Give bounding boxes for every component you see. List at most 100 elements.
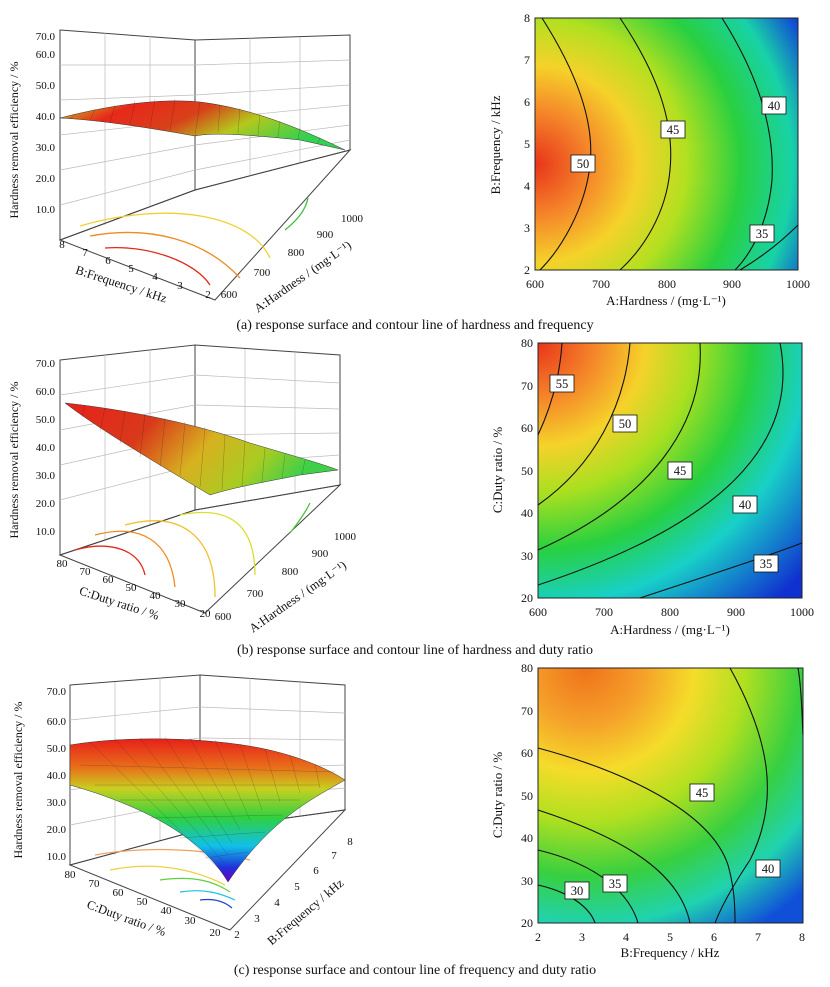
right-tick: 600 xyxy=(221,289,238,301)
right-tick: 700 xyxy=(254,267,271,279)
y-tick: 60 xyxy=(521,421,533,435)
contour-line-45 xyxy=(619,17,672,271)
z-axis-label: Hardness removal efficiency / % xyxy=(11,701,25,858)
contour-label: 40 xyxy=(768,99,781,113)
response-surface xyxy=(64,402,339,496)
x-tick: 800 xyxy=(661,605,679,619)
contour-label: 50 xyxy=(577,157,590,171)
x-axis-ticks: 2 3 4 5 6 7 8 xyxy=(535,930,805,944)
floor xyxy=(58,484,342,614)
contour-line-50 xyxy=(537,342,631,506)
contour-line-40 xyxy=(537,342,784,586)
floor xyxy=(58,149,352,301)
z-tick: 70.0 xyxy=(36,31,56,43)
left-tick: 40 xyxy=(150,590,162,602)
surface-plot-c: 10.0 20.0 30.0 40.0 50.0 60.0 70.0 Hardn… xyxy=(11,674,353,948)
y-axis-label: C:Duty ratio / % xyxy=(490,752,505,838)
right-axis-ticks: 600 700 800 900 1000 xyxy=(215,531,357,623)
z-tick: 20.0 xyxy=(36,173,56,185)
y-tick: 6 xyxy=(524,95,530,109)
y-tick: 5 xyxy=(524,137,530,151)
z-tick: 10.0 xyxy=(47,851,67,863)
contour-plot-a: 50 45 40 35 2 3 4 5 6 7 8 600 700 800 90… xyxy=(488,11,810,308)
contour-line-40 xyxy=(721,17,773,271)
z-tick: 60.0 xyxy=(36,386,56,398)
x-tick: 1000 xyxy=(790,605,814,619)
contour-plot-c: 45 40 30 35 20 30 40 50 60 70 80 2 3 4 5… xyxy=(490,661,805,960)
surface-mesh xyxy=(69,98,321,145)
surface-mesh xyxy=(79,736,336,876)
x-tick: 600 xyxy=(526,277,544,291)
contour-label: 45 xyxy=(674,464,687,478)
z-axis-ticks: 10.0 20.0 30.0 40.0 50.0 60.0 70.0 xyxy=(36,31,56,216)
y-tick: 30 xyxy=(521,549,533,563)
y-tick: 80 xyxy=(521,661,533,675)
x-tick: 1000 xyxy=(786,277,810,291)
left-tick: 70 xyxy=(89,878,101,890)
contour-label: 40 xyxy=(762,862,775,876)
z-axis-label: Hardness removal efficiency / % xyxy=(7,61,21,218)
right-tick: 6 xyxy=(313,865,319,877)
right-tick: 4 xyxy=(274,897,280,909)
x-axis-label: A:Hardness / (mg·L⁻¹) xyxy=(610,622,730,637)
left-tick: 6 xyxy=(105,255,111,267)
caption-c: (c) response surface and contour line of… xyxy=(233,963,597,978)
x-tick: 2 xyxy=(535,930,541,944)
z-tick: 30.0 xyxy=(36,142,56,154)
y-tick: 4 xyxy=(524,179,530,193)
x-tick: 800 xyxy=(658,277,676,291)
contour-label: 30 xyxy=(571,884,584,898)
y-tick: 70 xyxy=(521,704,533,718)
x-tick: 900 xyxy=(727,605,745,619)
contour-line-35 xyxy=(739,224,799,271)
contour-line-40 xyxy=(537,809,691,924)
contour-plot-b: 55 50 45 40 35 20 30 40 50 60 70 80 600 … xyxy=(490,336,814,637)
contour-label: 35 xyxy=(609,877,622,891)
x-axis-ticks: 600 700 800 900 1000 xyxy=(529,605,814,619)
y-tick: 3 xyxy=(524,221,530,235)
x-axis-label: B:Frequency / kHz xyxy=(621,945,720,960)
right-tick: 900 xyxy=(317,229,334,241)
right-tick: 700 xyxy=(247,588,264,600)
x-tick: 700 xyxy=(592,277,610,291)
x-tick: 4 xyxy=(623,930,629,944)
right-tick: 7 xyxy=(331,850,337,862)
y-tick: 80 xyxy=(521,336,533,350)
x-tick: 900 xyxy=(723,277,741,291)
left-tick: 20 xyxy=(210,927,222,939)
right-axis-ticks: 600 700 800 900 1000 xyxy=(221,213,364,301)
contour-label: 55 xyxy=(556,377,569,391)
floor-contours xyxy=(74,502,311,598)
z-tick: 70.0 xyxy=(36,358,56,370)
left-axis-label: B:Frequency / kHz xyxy=(74,263,169,306)
contour-label: 45 xyxy=(667,123,680,137)
x-tick: 3 xyxy=(579,930,585,944)
left-tick: 60 xyxy=(103,574,115,586)
y-axis-label: C:Duty ratio / % xyxy=(490,427,505,513)
y-tick: 40 xyxy=(521,831,533,845)
response-surface xyxy=(69,738,346,883)
z-tick: 50.0 xyxy=(47,743,67,755)
z-tick: 10.0 xyxy=(36,526,56,538)
z-tick: 60.0 xyxy=(36,49,56,61)
left-tick: 4 xyxy=(152,271,158,283)
contour-labels: 55 50 45 40 35 xyxy=(549,374,779,573)
right-tick: 800 xyxy=(288,247,305,259)
caption-a: (a) response surface and contour line of… xyxy=(236,318,594,333)
contour-labels: 45 40 30 35 xyxy=(564,783,781,900)
left-tick: 3 xyxy=(177,280,183,292)
left-tick: 40 xyxy=(161,905,173,917)
z-tick: 30.0 xyxy=(47,797,67,809)
left-tick: 20 xyxy=(200,608,212,620)
contour-line-30 xyxy=(537,884,596,924)
left-axis-label: C:Duty ratio / % xyxy=(78,584,161,623)
left-tick: 2 xyxy=(205,289,211,301)
y-tick: 30 xyxy=(521,874,533,888)
x-axis-label: A:Hardness / (mg·L⁻¹) xyxy=(606,293,726,308)
y-tick: 8 xyxy=(524,11,530,25)
left-axis-ticks: 8 7 6 5 4 3 2 xyxy=(59,239,211,301)
left-tick: 8 xyxy=(59,239,65,251)
left-tick: 5 xyxy=(128,263,134,275)
z-axis-ticks: 10.0 20.0 30.0 40.0 50.0 60.0 70.0 xyxy=(36,358,56,538)
y-tick: 60 xyxy=(521,746,533,760)
